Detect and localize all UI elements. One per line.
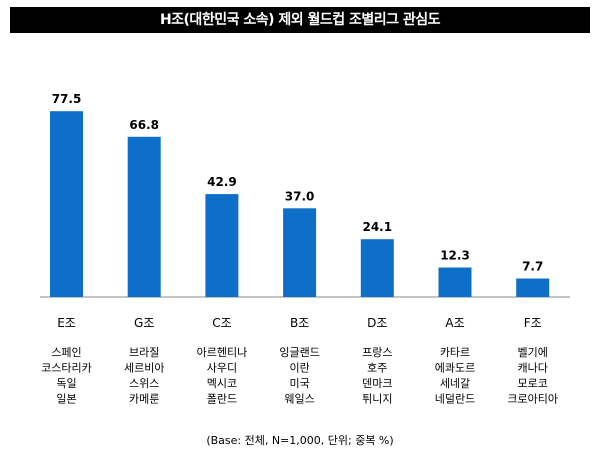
team-label-6-3: 크로아티아 — [507, 393, 558, 406]
data-label-0: 77.5 — [52, 92, 82, 106]
category-label-5: A조 — [445, 316, 464, 330]
category-label-0: E조 — [57, 316, 76, 330]
team-label-5-2: 세네갈 — [440, 376, 470, 390]
team-label-6-1: 캐나다 — [518, 362, 548, 375]
bar-4 — [360, 239, 394, 297]
team-label-1-1: 세르비아 — [124, 362, 164, 375]
team-label-3-1: 이란 — [289, 362, 309, 375]
team-label-0-1: 코스타리카 — [41, 362, 92, 375]
team-label-6-0: 벨기에 — [518, 346, 548, 359]
category-label-6: F조 — [524, 316, 542, 330]
team-label-4-3: 튀니지 — [362, 393, 392, 406]
team-label-1-0: 브라질 — [129, 346, 159, 359]
data-label-5: 12.3 — [440, 249, 470, 263]
team-label-2-1: 사우디 — [207, 362, 237, 375]
team-label-2-0: 아르헨티나 — [197, 346, 248, 359]
team-label-0-2: 독일 — [56, 376, 76, 390]
team-label-2-3: 폴란드 — [207, 393, 237, 406]
category-label-3: B조 — [290, 316, 309, 330]
team-label-4-2: 덴마크 — [362, 377, 392, 390]
team-label-4-1: 호주 — [367, 362, 387, 375]
team-label-5-0: 카타르 — [440, 346, 470, 359]
team-label-1-2: 스위스 — [129, 377, 159, 390]
team-label-6-2: 모로코 — [518, 377, 548, 390]
data-label-6: 7.7 — [522, 260, 543, 274]
team-label-3-2: 미국 — [289, 377, 309, 390]
bar-3 — [283, 208, 317, 297]
bar-1 — [127, 136, 161, 297]
chart-title: H조(대한민국 소속) 제외 월드컵 조별리그 관심도 — [10, 7, 590, 33]
category-label-4: D조 — [367, 316, 387, 330]
team-label-5-3: 네덜란드 — [435, 393, 475, 406]
data-label-1: 66.8 — [129, 118, 159, 132]
team-label-3-3: 웨일스 — [284, 392, 314, 406]
bar-6 — [516, 278, 550, 297]
data-label-4: 24.1 — [362, 220, 392, 234]
data-label-3: 37.0 — [285, 189, 315, 203]
team-label-0-0: 스페인 — [51, 346, 81, 359]
category-label-2: C조 — [212, 316, 231, 330]
data-label-2: 42.9 — [207, 175, 237, 189]
team-label-1-3: 카메룬 — [129, 393, 159, 406]
bar-0 — [50, 111, 83, 297]
team-label-0-3: 일본 — [56, 392, 76, 406]
bar-5 — [438, 267, 472, 297]
team-label-5-1: 에콰도르 — [435, 362, 475, 375]
team-label-3-0: 잉글랜드 — [279, 346, 319, 359]
team-label-2-2: 멕시코 — [207, 377, 237, 390]
team-label-4-0: 프랑스 — [362, 346, 392, 359]
category-label-1: G조 — [134, 316, 154, 330]
bar-2 — [205, 194, 239, 297]
footnote: (Base: 전체, N=1,000, 단위; 중복 %) — [206, 434, 394, 447]
